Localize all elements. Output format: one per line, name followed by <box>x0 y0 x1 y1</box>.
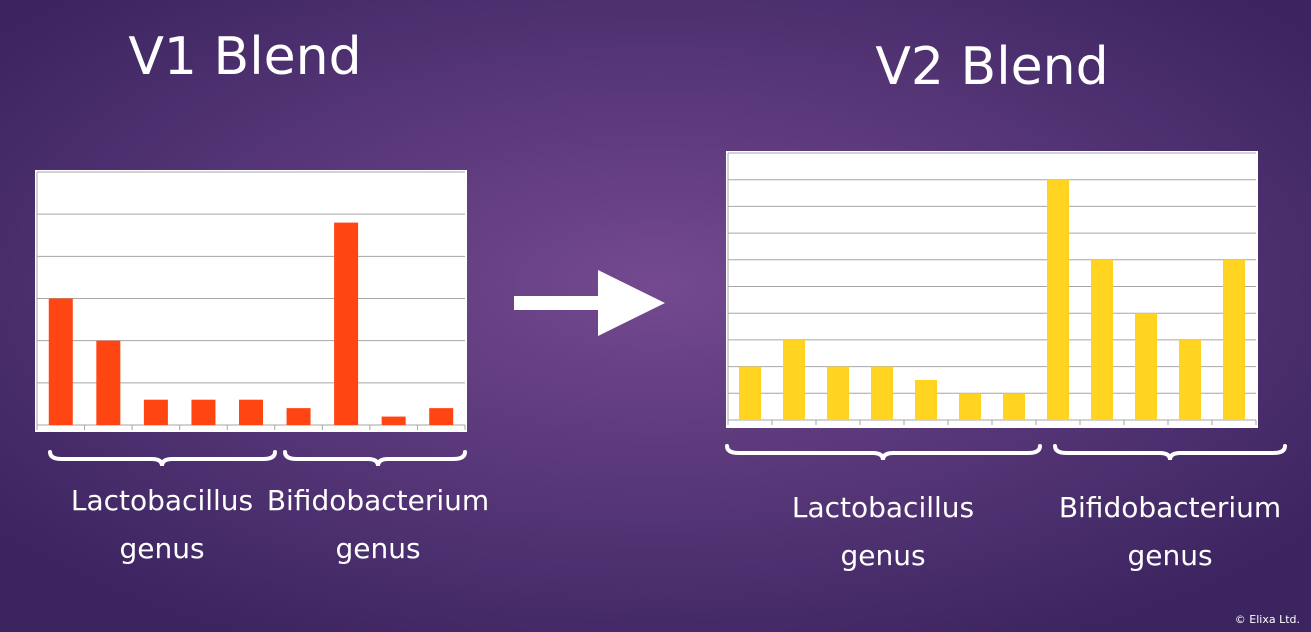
group-label: Bifidobacterium <box>1059 491 1281 524</box>
bar <box>429 408 454 425</box>
group-label: genus <box>1127 539 1212 572</box>
bar <box>1135 313 1157 420</box>
group-label: Lactobacillus <box>71 484 253 517</box>
chart-title: V2 Blend <box>875 37 1108 97</box>
group-label: Lactobacillus <box>792 491 974 524</box>
group-brace <box>1053 444 1287 461</box>
bar <box>783 339 805 420</box>
bar <box>1003 393 1025 420</box>
bar <box>48 298 73 425</box>
bar <box>96 340 121 425</box>
bar <box>959 393 981 420</box>
group-label: Bifidobacterium <box>267 484 489 517</box>
bar <box>827 366 849 420</box>
bar <box>915 379 937 420</box>
bar <box>1047 179 1069 420</box>
bar <box>191 399 216 425</box>
bar <box>239 399 263 425</box>
bar <box>334 222 359 425</box>
group-label: genus <box>335 532 420 565</box>
chart-area <box>726 151 1258 428</box>
bar <box>1179 339 1201 420</box>
group-label: genus <box>840 539 925 572</box>
bar <box>1091 259 1113 420</box>
bar <box>739 366 761 420</box>
bar <box>381 416 406 425</box>
group-brace <box>48 450 277 467</box>
copyright: © Elixa Ltd. <box>1235 613 1300 626</box>
chart-title: V1 Blend <box>128 27 361 87</box>
arrow <box>514 270 665 336</box>
bar <box>286 408 311 425</box>
bar <box>143 399 168 425</box>
group-brace <box>725 444 1042 461</box>
group-brace <box>283 450 467 467</box>
group-label: genus <box>119 532 204 565</box>
bar <box>1223 259 1245 420</box>
bar <box>871 366 893 420</box>
